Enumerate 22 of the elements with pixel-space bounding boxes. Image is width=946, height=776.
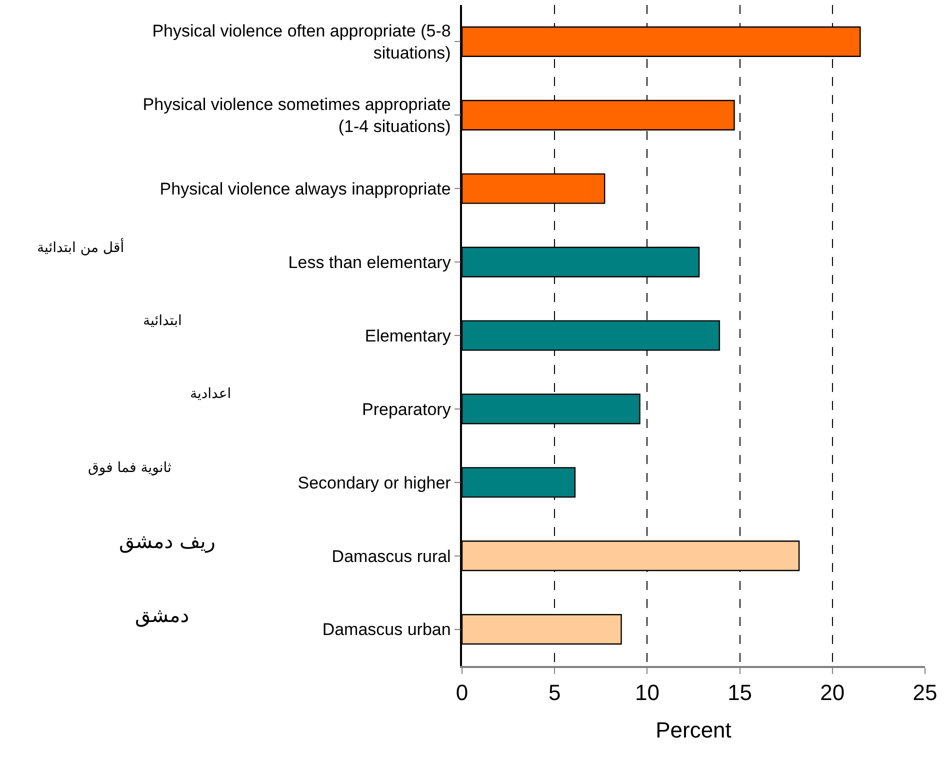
text: ثانوية فما فوق	[88, 460, 172, 476]
text: اعدادية	[190, 386, 232, 402]
y-tick-label: Elementary	[364, 326, 452, 346]
y-tick-label: Damascus rural	[332, 546, 451, 566]
x-tick-label: 0	[456, 680, 468, 706]
y-tick-label: Less than elementary	[288, 253, 452, 272]
y-tick-label: Physical violence sometimes appropriate (1-4 situations)	[142, 95, 451, 136]
x-tick-label: 5	[548, 680, 561, 706]
text: دمشق	[135, 603, 190, 627]
y-tick-label: Physical violence always inappropriate	[160, 180, 451, 199]
y-tick-label: Physical violence often appropriate (5-8 situations)	[152, 22, 451, 63]
y-tick-label: Preparatory	[362, 400, 452, 419]
y-tick-label: Secondary or higher	[298, 473, 452, 492]
y-tick-label: Damascus urban	[322, 620, 451, 640]
text: ريف دمشق	[119, 529, 216, 553]
x-tick-label: 20	[820, 680, 845, 706]
x-axis-title: Percent	[656, 718, 732, 743]
text: أقل من ابتدائية	[37, 238, 124, 256]
text: ابتدائية	[143, 313, 182, 329]
x-tick-label: 25	[912, 680, 938, 706]
x-tick-label: 10	[634, 680, 660, 706]
x-tick-label: 15	[728, 680, 752, 706]
